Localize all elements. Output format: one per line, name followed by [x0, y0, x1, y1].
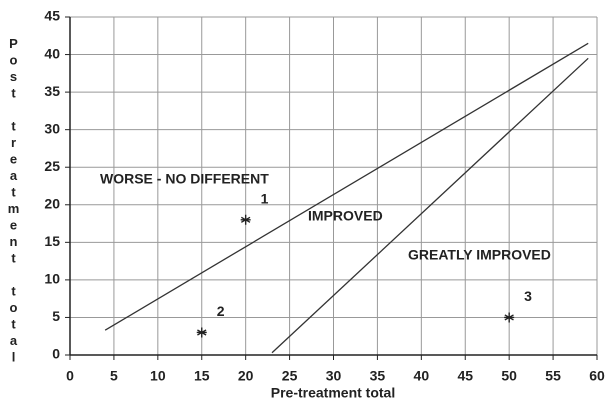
region-label: GREATLY IMPROVED — [408, 247, 551, 263]
x-tick-label: 30 — [326, 368, 342, 384]
x-axis-label: Pre-treatment total — [271, 385, 395, 401]
x-tick-label: 45 — [457, 368, 473, 384]
y-tick-label: 25 — [44, 158, 60, 174]
region-label: IMPROVED — [308, 208, 383, 224]
point-label: 2 — [217, 303, 225, 319]
x-tick-label: 0 — [66, 368, 74, 384]
point-label: 1 — [261, 191, 269, 207]
x-tick-label: 25 — [282, 368, 298, 384]
point — [196, 327, 207, 338]
boundary-line — [104, 42, 589, 331]
y-tick-label: 0 — [52, 346, 60, 362]
point — [504, 312, 515, 323]
y-tick-label: 45 — [44, 8, 60, 24]
x-tick-label: 40 — [414, 368, 430, 384]
y-tick-label: 35 — [44, 83, 60, 99]
y-tick-label: 15 — [44, 233, 60, 249]
y-tick-label: 10 — [44, 271, 60, 287]
x-tick-label: 20 — [238, 368, 254, 384]
x-tick-label: 15 — [194, 368, 210, 384]
y-axis-label: Post treatment total — [6, 36, 21, 366]
boundary-line — [271, 57, 589, 354]
x-tick-label: 50 — [501, 368, 517, 384]
y-tick-label: 30 — [44, 120, 60, 136]
x-tick-label: 55 — [545, 368, 561, 384]
y-tick-label: 5 — [52, 308, 60, 324]
x-tick-label: 60 — [589, 368, 605, 384]
point — [240, 214, 251, 225]
x-tick-label: 5 — [110, 368, 118, 384]
x-tick-label: 10 — [150, 368, 166, 384]
point-label: 3 — [524, 288, 532, 304]
region-label: WORSE - NO DIFFERENT — [100, 171, 269, 187]
y-tick-label: 40 — [44, 45, 60, 61]
y-tick-label: 20 — [44, 195, 60, 211]
x-tick-label: 35 — [370, 368, 386, 384]
